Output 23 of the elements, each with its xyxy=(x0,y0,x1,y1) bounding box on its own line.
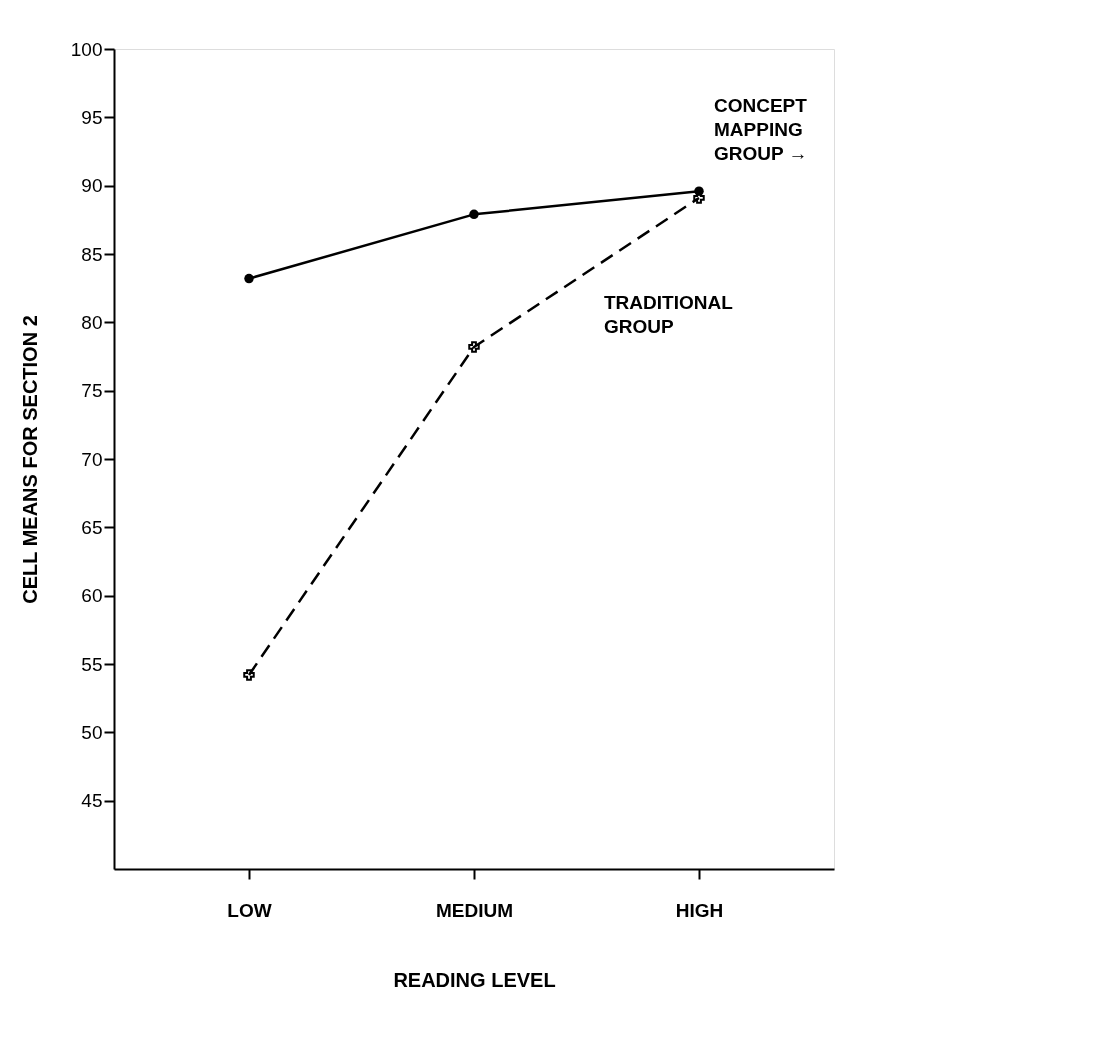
x-axis-title: READING LEVEL xyxy=(393,968,556,991)
y-tick-label: 65 xyxy=(81,516,103,538)
y-tick-label: 100 xyxy=(70,38,103,60)
y-tick-label: 70 xyxy=(81,448,103,470)
point xyxy=(244,273,254,284)
x-tick-label: MEDIUM xyxy=(435,899,514,921)
series-label: CONCEPT MAPPING GROUP → xyxy=(714,95,808,165)
point xyxy=(468,341,480,353)
series-label: TRADITIONAL GROUP xyxy=(604,291,734,337)
y-tick-label: 55 xyxy=(81,653,103,675)
point xyxy=(469,209,479,220)
y-tick-label: 50 xyxy=(81,721,103,743)
y-tick-label: 80 xyxy=(81,311,103,333)
y-axis-title: CELL MEANS FOR SECTION 2 xyxy=(18,315,41,604)
point xyxy=(243,669,255,681)
y-tick-label: 95 xyxy=(81,106,103,128)
y-tick-label: 90 xyxy=(81,175,103,197)
x-tick-label: HIGH xyxy=(675,899,724,921)
y-tick-label: 75 xyxy=(81,380,103,402)
y-tick-label: 85 xyxy=(81,243,103,265)
x-tick-label: LOW xyxy=(227,899,272,921)
y-tick-label: 45 xyxy=(81,790,103,812)
y-tick-label: 60 xyxy=(81,585,103,607)
